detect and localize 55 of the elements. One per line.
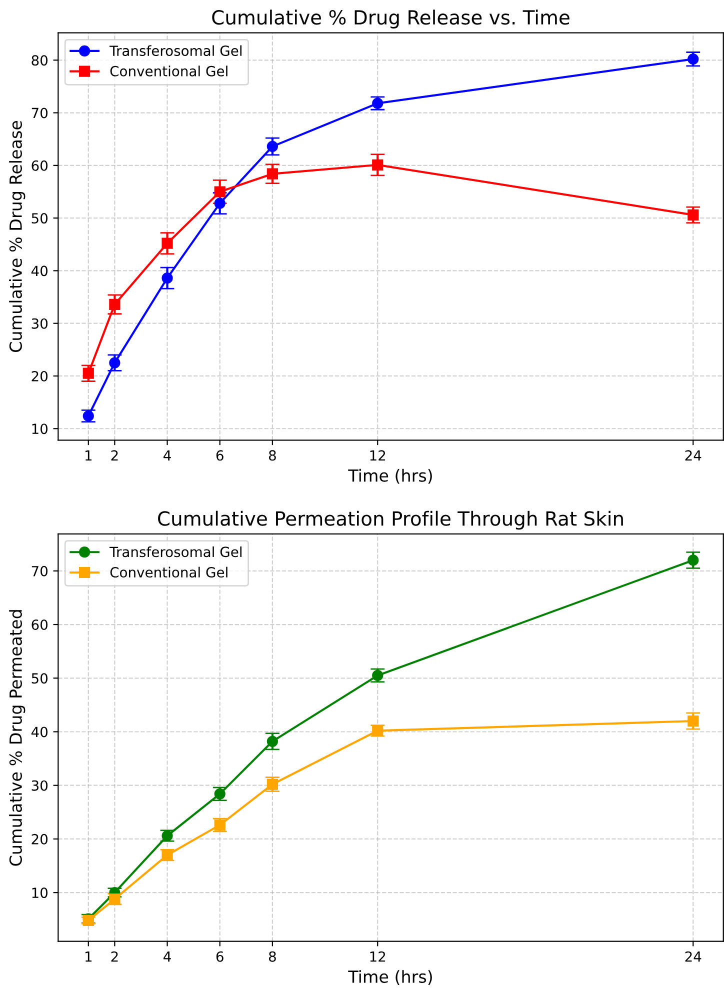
point bbox=[214, 198, 226, 209]
point bbox=[82, 368, 94, 379]
y-tick-label: 10 bbox=[32, 424, 48, 434]
point bbox=[162, 272, 173, 284]
y-axis-title: Cumulative % Drug Permeated bbox=[9, 610, 26, 866]
y-tick-label: 60 bbox=[32, 619, 48, 630]
point bbox=[266, 140, 278, 152]
point bbox=[372, 725, 384, 736]
x-tick-label: 4 bbox=[164, 952, 171, 962]
x-axis-title: Time (hrs) bbox=[348, 970, 432, 985]
x-tick-label: 8 bbox=[268, 951, 276, 962]
y-tick-label: 70 bbox=[32, 566, 48, 576]
point bbox=[162, 238, 173, 249]
x-tick-label: 2 bbox=[111, 951, 118, 962]
point bbox=[109, 357, 120, 368]
x-tick-label: 1 bbox=[86, 952, 92, 962]
y-tick-label: 30 bbox=[32, 780, 48, 791]
point bbox=[688, 209, 699, 220]
point bbox=[82, 410, 94, 422]
point bbox=[372, 159, 384, 170]
point bbox=[214, 186, 226, 198]
y-tick-label: 60 bbox=[32, 160, 48, 171]
x-tick-label: 4 bbox=[164, 450, 171, 460]
point bbox=[109, 298, 120, 310]
x-tick-label: 6 bbox=[216, 450, 224, 461]
x-tick-label: 12 bbox=[370, 951, 386, 962]
x-tick-label: 8 bbox=[268, 450, 276, 461]
x-tick-label: 12 bbox=[370, 450, 386, 460]
point bbox=[688, 715, 699, 727]
legend-label: Transferosomal Gel bbox=[110, 45, 242, 56]
y-axis-title: Cumulative % Drug Release bbox=[9, 120, 26, 352]
y-tick-label: 20 bbox=[32, 834, 48, 844]
chart-title: Cumulative % Drug Release vs. Time bbox=[212, 10, 570, 28]
y-tick-label: 40 bbox=[31, 726, 48, 738]
x-tick-label: 6 bbox=[216, 951, 224, 962]
x-tick-label: 2 bbox=[111, 450, 118, 460]
point bbox=[688, 554, 699, 566]
y-tick-label: 30 bbox=[32, 318, 48, 329]
y-tick-label: 40 bbox=[31, 266, 48, 276]
x-axis-title: Time (hrs) bbox=[348, 468, 432, 484]
point bbox=[266, 736, 278, 747]
legend-label: Transferosomal Gel bbox=[110, 546, 242, 558]
x-tick-label: 24 bbox=[685, 450, 702, 460]
y-tick-label: 70 bbox=[32, 108, 48, 118]
y-tick-label: 20 bbox=[32, 370, 48, 382]
chart-title: Cumulative Permeation Profile Through Rat Skin bbox=[158, 510, 623, 530]
legend-label: Conventional Gel bbox=[110, 66, 228, 76]
y-tick-label: 80 bbox=[32, 55, 48, 66]
y-tick-label: 50 bbox=[32, 213, 48, 224]
point bbox=[266, 168, 278, 180]
legend-label: Conventional Gel bbox=[110, 566, 228, 578]
x-tick-label: 24 bbox=[685, 951, 702, 962]
y-tick-label: 50 bbox=[32, 673, 48, 684]
y-tick-label: 10 bbox=[32, 888, 48, 898]
x-tick-label: 1 bbox=[86, 450, 92, 460]
